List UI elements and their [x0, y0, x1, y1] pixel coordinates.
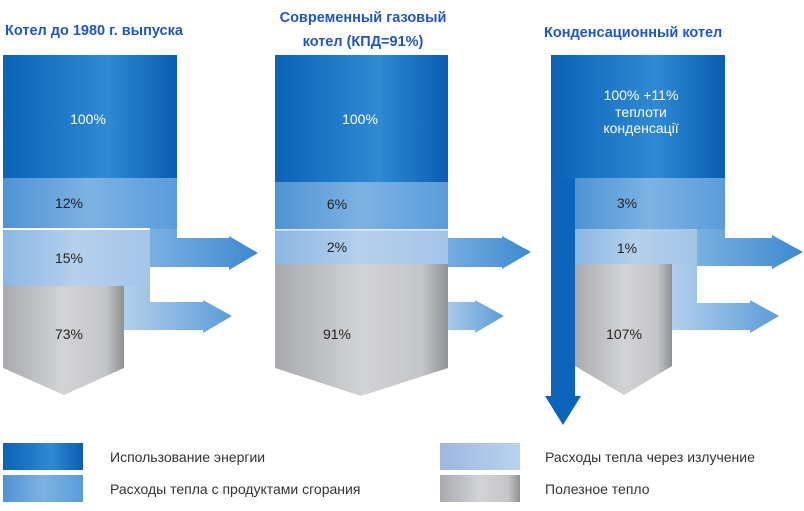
legend-swatch-useful-heat [440, 475, 520, 502]
legend-swatch-flue-loss [3, 475, 83, 502]
energy-value: 100% [70, 111, 106, 127]
energy-value: 100% [342, 111, 378, 127]
flue-loss-value: 3% [617, 195, 637, 211]
useful-heat-value: 107% [606, 326, 642, 342]
useful-heat-block [275, 264, 448, 396]
useful-heat-block [3, 286, 124, 395]
legend-label-useful-heat: Полезное тепло [545, 481, 650, 497]
radiation-loss-band [3, 229, 150, 286]
flue-loss-arrow [440, 182, 531, 269]
radiation-loss-band [275, 230, 448, 264]
radiation-loss-band [575, 229, 697, 264]
panel-title: Котел до 1980 г. выпуска [5, 23, 184, 39]
radiation-loss-arrow [124, 229, 232, 333]
energy-block [551, 55, 725, 178]
energy-note-line1: теплоти [615, 104, 667, 120]
flue-loss-value: 6% [327, 196, 347, 212]
flue-loss-band [575, 178, 725, 229]
panel-old-boiler: Котел до 1980 г. выпуска 100% 12% 15% 73… [3, 23, 258, 395]
panel-title-line1: Современный газовый [280, 10, 447, 26]
energy-block [3, 55, 177, 178]
useful-heat-value: 73% [55, 326, 83, 342]
panel-title: Конденсационный котел [544, 25, 722, 41]
legend-swatch-radiation-loss [440, 443, 520, 470]
legend-swatch-energy [3, 443, 83, 470]
panel-condensing-boiler: Конденсационный котел 100% +11% теплоти … [544, 25, 803, 425]
condensation-energy-arrow [545, 178, 581, 425]
radiation-loss-arrow [440, 300, 504, 333]
flue-loss-value: 12% [55, 195, 83, 211]
panel-title-line2: котел (КПД=91%) [303, 34, 424, 50]
energy-block [275, 55, 448, 182]
useful-heat-block [575, 264, 672, 395]
flue-loss-band [3, 178, 177, 229]
legend-label-flue-loss: Расходы тепла с продуктами сгорания [110, 481, 360, 497]
flue-loss-band [275, 182, 448, 230]
radiation-loss-value: 1% [617, 240, 637, 256]
energy-note-line2: конденсації [603, 120, 678, 136]
legend-label-radiation-loss: Расходы тепла через излучение [545, 449, 755, 465]
radiation-loss-value: 2% [327, 239, 347, 255]
legend-label-energy: Использование энергии [110, 449, 265, 465]
energy-value: 100% +11% [604, 87, 679, 103]
panel-modern-boiler: Современный газовый котел (КПД=91%) 100%… [275, 10, 531, 396]
useful-heat-value: 91% [323, 326, 351, 342]
radiation-loss-value: 15% [55, 250, 83, 266]
radiation-loss-arrow [672, 229, 779, 333]
legend: Использование энергии Расходы тепла с пр… [3, 443, 755, 502]
